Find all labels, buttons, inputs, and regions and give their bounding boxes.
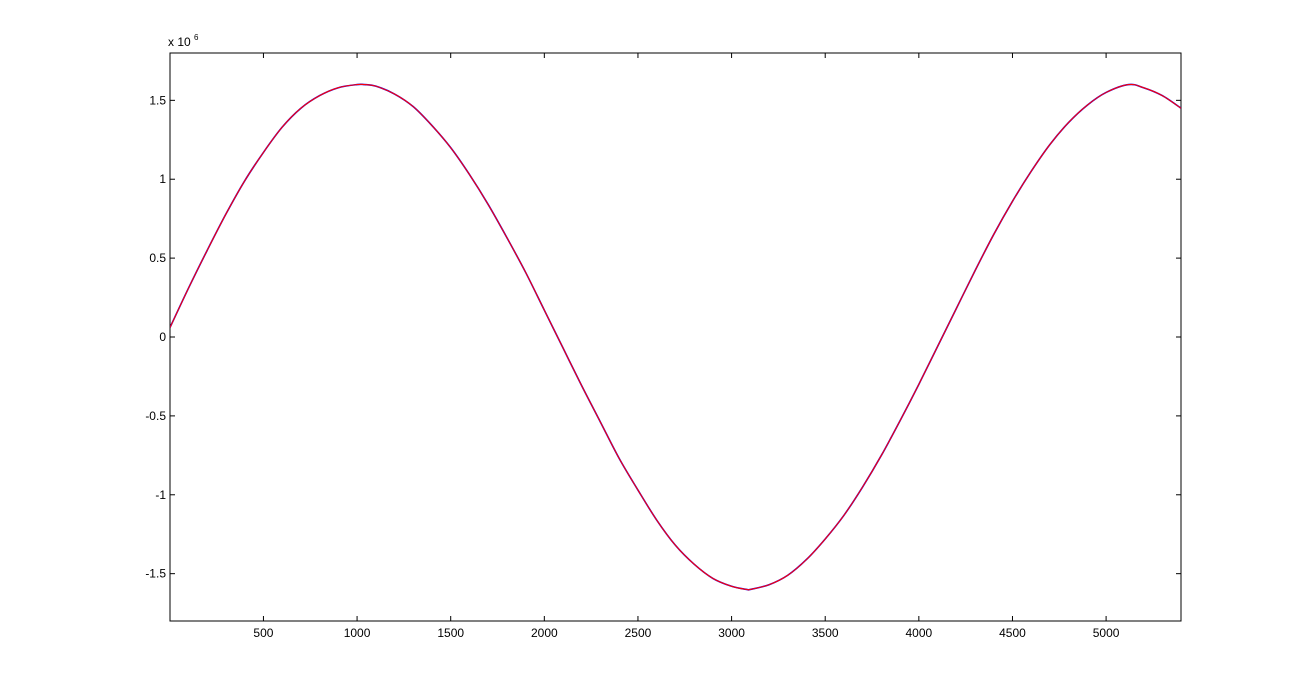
x-tick-label: 1500: [437, 626, 464, 640]
x-tick-label: 4500: [999, 626, 1026, 640]
axes-box: [169, 52, 1182, 622]
series-line-red: [170, 83, 1181, 591]
y-tick-label: -1.5: [145, 567, 166, 581]
y-axis-exponent-power: 6: [194, 33, 199, 42]
y-axis-exponent-base: x 10: [168, 35, 191, 49]
x-tick-label: 4000: [905, 626, 932, 640]
plot-area: [169, 52, 1182, 622]
series-layer: [170, 83, 1181, 591]
x-tick-label: 2500: [625, 626, 652, 640]
x-axis-ticks: 500 1000 1500 2000 2500 3000 3500 4000 4500 5000: [253, 53, 1120, 640]
x-tick-label: 2000: [531, 626, 558, 640]
x-tick-label: 3500: [812, 626, 839, 640]
x-tick-label: 500: [253, 626, 273, 640]
y-tick-label: -1: [155, 488, 166, 502]
y-tick-label: -0.5: [145, 409, 166, 423]
x-tick-label: 5000: [1093, 626, 1120, 640]
y-axis-ticks: -1.5 -1 -0.5 0 0.5 1 1.5: [145, 93, 1181, 581]
y-tick-label: 0: [159, 330, 166, 344]
y-tick-label: 1: [159, 172, 166, 186]
x-tick-label: 1000: [344, 626, 371, 640]
y-axis-exponent-label: x 10 6: [168, 33, 199, 49]
y-tick-label: 1.5: [149, 93, 166, 107]
y-tick-label: 0.5: [149, 251, 166, 265]
x-tick-label: 3000: [718, 626, 745, 640]
